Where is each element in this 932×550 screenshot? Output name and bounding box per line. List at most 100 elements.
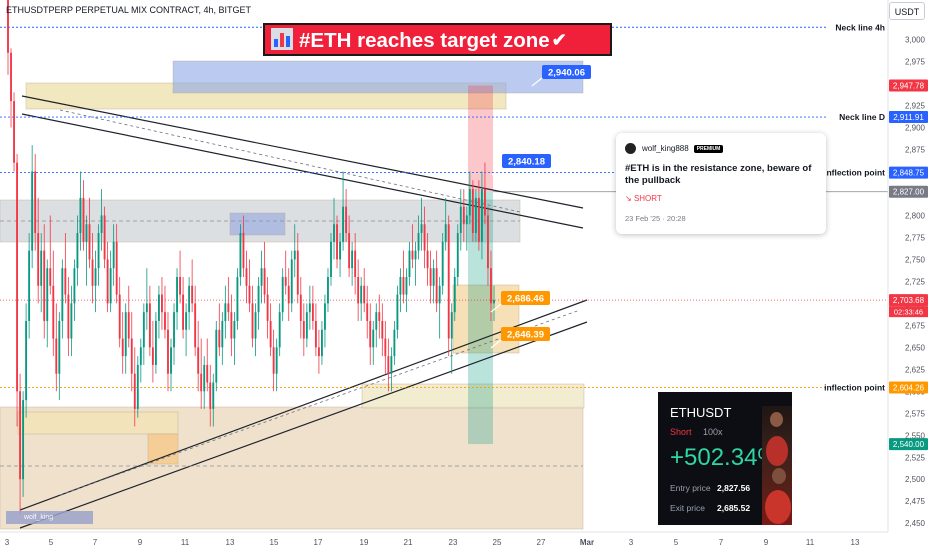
candle[interactable] — [221, 312, 224, 365]
candle[interactable] — [227, 276, 230, 321]
candle[interactable] — [157, 285, 160, 339]
candle[interactable] — [76, 215, 79, 286]
candle[interactable] — [408, 241, 411, 286]
candle[interactable] — [10, 48, 12, 128]
candle[interactable] — [64, 233, 67, 304]
candle[interactable] — [423, 206, 426, 269]
candle[interactable] — [360, 276, 363, 321]
candle[interactable] — [139, 338, 142, 383]
candle[interactable] — [179, 250, 181, 304]
candle[interactable] — [387, 338, 390, 392]
candle[interactable] — [82, 180, 85, 251]
candle[interactable] — [450, 303, 453, 374]
candle[interactable] — [354, 233, 357, 295]
candle[interactable] — [314, 303, 317, 357]
candle[interactable] — [118, 276, 121, 348]
candle[interactable] — [52, 250, 55, 357]
candle[interactable] — [462, 189, 465, 242]
candle[interactable] — [130, 312, 133, 392]
candle[interactable] — [493, 285, 495, 321]
candle[interactable] — [305, 303, 308, 348]
candle[interactable] — [420, 197, 423, 251]
candle[interactable] — [58, 312, 61, 401]
candle[interactable] — [321, 320, 323, 365]
trend-line[interactable] — [19, 321, 588, 529]
candle[interactable] — [345, 189, 348, 242]
candle[interactable] — [106, 241, 109, 313]
candle[interactable] — [435, 250, 438, 313]
candle[interactable] — [281, 268, 284, 321]
candle[interactable] — [465, 206, 468, 251]
candle[interactable] — [330, 233, 332, 286]
candle[interactable] — [432, 259, 435, 304]
candle[interactable] — [372, 320, 375, 365]
candle[interactable] — [308, 285, 311, 330]
candle[interactable] — [133, 347, 136, 427]
candle[interactable] — [121, 312, 124, 374]
idea-title[interactable]: #ETH is in the resistance zone, beware o… — [625, 163, 812, 186]
candle[interactable] — [311, 285, 314, 330]
trend-line[interactable] — [21, 95, 584, 209]
trend-line[interactable] — [19, 299, 588, 511]
candle[interactable] — [357, 259, 360, 321]
candle[interactable] — [136, 356, 139, 418]
candle[interactable] — [43, 224, 46, 339]
candle[interactable] — [230, 294, 233, 357]
candle[interactable] — [317, 329, 320, 374]
candle[interactable] — [154, 312, 157, 374]
candle[interactable] — [444, 197, 447, 251]
candle[interactable] — [429, 250, 432, 304]
candle[interactable] — [185, 303, 188, 357]
candle[interactable] — [224, 285, 227, 339]
trend-line[interactable] — [21, 113, 584, 229]
candle[interactable] — [209, 364, 212, 427]
candle[interactable] — [411, 224, 414, 269]
candle[interactable] — [182, 276, 185, 339]
candle[interactable] — [490, 250, 492, 321]
candle[interactable] — [218, 303, 221, 357]
candle[interactable] — [85, 215, 88, 286]
candle[interactable] — [61, 259, 64, 339]
candle[interactable] — [46, 259, 49, 348]
candle[interactable] — [25, 303, 28, 418]
candle[interactable] — [194, 285, 197, 357]
candle[interactable] — [459, 189, 462, 251]
candle[interactable] — [7, 0, 9, 75]
candle[interactable] — [257, 276, 260, 330]
candle[interactable] — [248, 259, 251, 313]
candle[interactable] — [414, 241, 417, 286]
candle[interactable] — [327, 268, 329, 313]
candle[interactable] — [167, 312, 169, 392]
candle[interactable] — [402, 250, 405, 304]
candle[interactable] — [296, 233, 299, 304]
candle[interactable] — [55, 303, 58, 392]
candle[interactable] — [206, 338, 209, 392]
candle[interactable] — [477, 180, 480, 251]
candle[interactable] — [148, 285, 151, 357]
candle[interactable] — [405, 268, 408, 313]
candle[interactable] — [447, 215, 450, 357]
candle[interactable] — [145, 268, 148, 330]
candle[interactable] — [468, 171, 471, 225]
candle[interactable] — [49, 215, 52, 295]
candle[interactable] — [399, 268, 402, 313]
candle[interactable] — [239, 224, 242, 286]
candle[interactable] — [73, 259, 76, 321]
candle[interactable] — [100, 189, 103, 251]
candle[interactable] — [13, 92, 15, 172]
candle[interactable] — [381, 303, 384, 357]
candle[interactable] — [299, 276, 302, 339]
trend-line[interactable] — [59, 109, 521, 213]
candle[interactable] — [127, 285, 130, 348]
candle[interactable] — [34, 153, 37, 251]
candle[interactable] — [260, 250, 263, 304]
candle[interactable] — [336, 215, 338, 269]
candle[interactable] — [369, 303, 372, 365]
price-callout[interactable] — [501, 291, 550, 305]
candle[interactable] — [254, 303, 257, 357]
candle[interactable] — [170, 338, 172, 392]
avatar[interactable] — [625, 143, 636, 154]
candle[interactable] — [426, 233, 429, 286]
candle[interactable] — [342, 171, 345, 251]
